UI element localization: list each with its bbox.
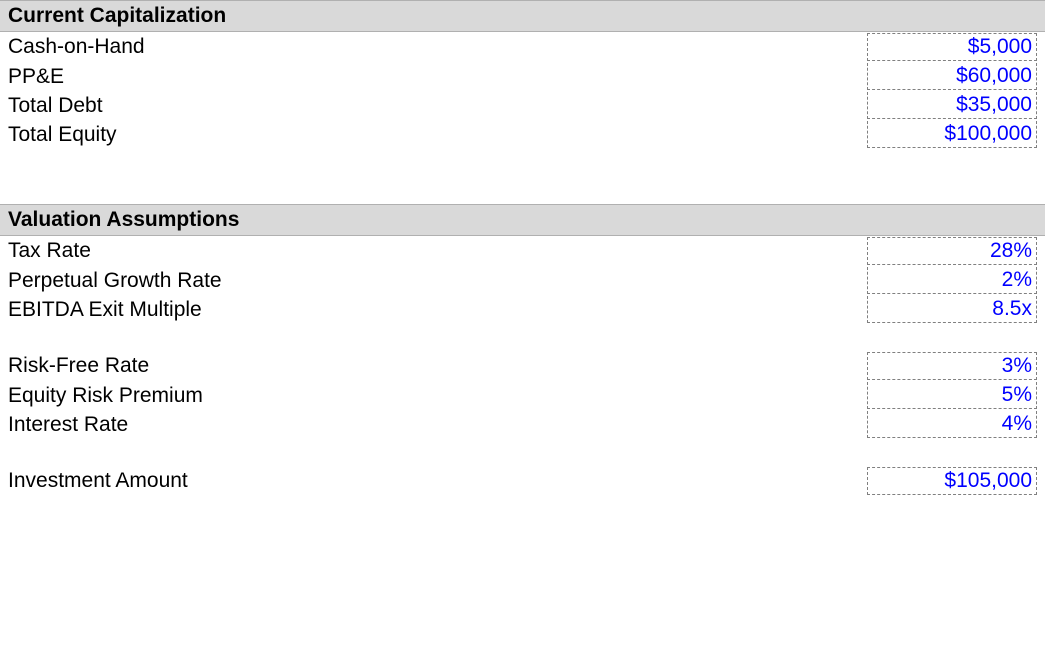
row-label: Investment Amount: [8, 469, 188, 493]
row-value[interactable]: $105,000: [867, 467, 1037, 495]
capitalization-group: Cash-on-Hand $5,000 PP&E $60,000 Total D…: [0, 32, 1045, 149]
row-value[interactable]: 5%: [867, 382, 1037, 409]
section-header-valuation: Valuation Assumptions: [0, 204, 1045, 236]
table-row: Tax Rate 28%: [0, 236, 1045, 266]
table-row: Total Debt $35,000: [0, 91, 1045, 120]
valuation-group-1: Tax Rate 28% Perpetual Growth Rate 2% EB…: [0, 236, 1045, 324]
row-label: Cash-on-Hand: [8, 35, 145, 59]
row-value[interactable]: $35,000: [867, 92, 1037, 119]
table-row: Interest Rate 4%: [0, 410, 1045, 439]
row-value[interactable]: 4%: [867, 411, 1037, 438]
row-label: Risk-Free Rate: [8, 354, 149, 378]
row-value[interactable]: $5,000: [867, 33, 1037, 61]
table-row: Perpetual Growth Rate 2%: [0, 266, 1045, 295]
row-value[interactable]: 2%: [867, 267, 1037, 294]
spacer: [0, 439, 1045, 466]
row-value[interactable]: 3%: [867, 352, 1037, 380]
row-label: Interest Rate: [8, 413, 128, 437]
spacer: [0, 324, 1045, 351]
section-title: Current Capitalization: [8, 4, 226, 27]
table-row: PP&E $60,000: [0, 62, 1045, 91]
table-row: Risk-Free Rate 3%: [0, 351, 1045, 381]
valuation-group-3: Investment Amount $105,000: [0, 466, 1045, 496]
table-row: EBITDA Exit Multiple 8.5x: [0, 295, 1045, 324]
row-label: EBITDA Exit Multiple: [8, 298, 202, 322]
row-value[interactable]: $60,000: [867, 63, 1037, 90]
row-label: Total Debt: [8, 94, 103, 118]
table-row: Total Equity $100,000: [0, 120, 1045, 149]
section-title: Valuation Assumptions: [8, 208, 239, 231]
spacer: [0, 149, 1045, 204]
valuation-group-2: Risk-Free Rate 3% Equity Risk Premium 5%…: [0, 351, 1045, 439]
row-label: Perpetual Growth Rate: [8, 269, 222, 293]
row-label: Tax Rate: [8, 239, 91, 263]
row-value[interactable]: 8.5x: [867, 296, 1037, 323]
row-value[interactable]: $100,000: [867, 121, 1037, 148]
table-row: Investment Amount $105,000: [0, 466, 1045, 496]
row-label: Equity Risk Premium: [8, 384, 203, 408]
section-header-capitalization: Current Capitalization: [0, 0, 1045, 32]
row-label: Total Equity: [8, 123, 117, 147]
row-label: PP&E: [8, 65, 64, 89]
table-row: Equity Risk Premium 5%: [0, 381, 1045, 410]
row-value[interactable]: 28%: [867, 237, 1037, 265]
table-row: Cash-on-Hand $5,000: [0, 32, 1045, 62]
